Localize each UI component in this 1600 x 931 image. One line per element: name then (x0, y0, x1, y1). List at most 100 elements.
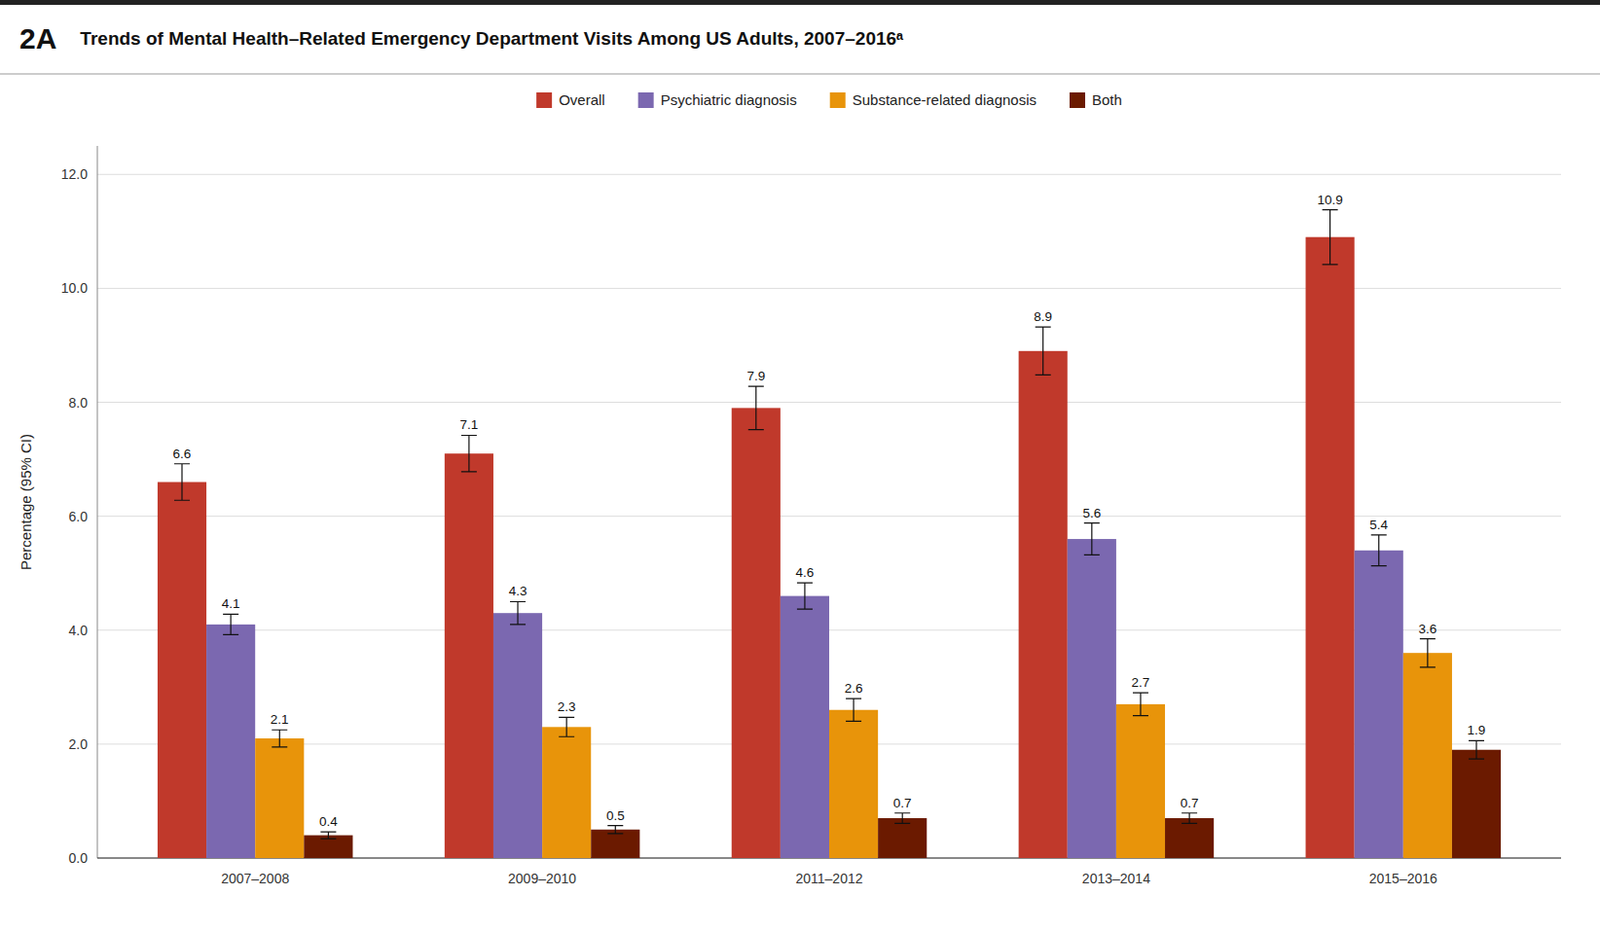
bar (493, 613, 543, 859)
bar (829, 710, 878, 859)
data-label: 10.9 (1316, 192, 1343, 208)
bar (1354, 550, 1404, 859)
data-label: 4.3 (509, 583, 528, 599)
error-bar (1132, 692, 1149, 716)
y-tick-label: 10.0 (61, 280, 88, 296)
data-label: 0.7 (893, 796, 912, 811)
x-tick-label: 2013–2014 (1082, 871, 1151, 887)
data-label: 7.9 (746, 368, 765, 384)
legend-item: Both (1069, 91, 1123, 109)
top-rule (0, 0, 1600, 5)
header-separator (0, 73, 1600, 75)
bar (206, 624, 255, 859)
error-bar (1468, 740, 1485, 760)
x-tick-label: 2015–2016 (1369, 871, 1438, 887)
error-bar (222, 614, 239, 635)
error-bar (1084, 523, 1100, 556)
title: Trends of Mental Health–Related Emergenc… (79, 28, 905, 49)
bar (444, 453, 494, 859)
series-bars (254, 639, 1453, 859)
legend-item: Overall (536, 91, 606, 109)
data-label: 0.7 (1180, 796, 1200, 811)
grid-line (97, 174, 1562, 176)
error-bar (320, 832, 336, 839)
x-tick-label: 2007–2008 (220, 871, 290, 887)
series-bars (303, 740, 1501, 859)
y-tick-label: 0.0 (69, 850, 89, 867)
bar (731, 407, 781, 859)
error-bar (174, 464, 190, 501)
data-label: 8.9 (1033, 309, 1053, 325)
series-bars (206, 523, 1404, 859)
legend-item: Psychiatric diagnosis (638, 91, 798, 109)
error-bar (1322, 210, 1339, 265)
data-label: 6.6 (173, 446, 192, 462)
bar (1067, 539, 1117, 859)
error-bar (271, 729, 288, 748)
data-label: 3.6 (1418, 621, 1437, 637)
y-tick-label: 2.0 (69, 736, 89, 753)
data-label: 2.1 (270, 712, 290, 728)
y-axis-label: Percentage (95% CI) (17, 434, 35, 571)
bar (157, 482, 207, 859)
error-bar (1035, 327, 1052, 375)
y-tick-label: 6.0 (69, 509, 89, 525)
bar (1116, 704, 1165, 859)
legend-item: Substance-related diagnosis (830, 91, 1037, 109)
error-bar (1419, 639, 1436, 668)
bar (1164, 818, 1214, 859)
data-label: 0.4 (319, 814, 338, 830)
legend-label: Substance-related diagnosis (852, 91, 1037, 109)
legend-label: Both (1091, 91, 1123, 109)
bar (877, 818, 927, 859)
legend-swatch (1069, 92, 1086, 109)
y-axis-line (97, 145, 99, 859)
legend-swatch (536, 92, 552, 109)
legend-swatch (830, 92, 846, 109)
legend-label: Overall (558, 91, 606, 109)
bar (1452, 750, 1501, 859)
error-bar (748, 386, 764, 431)
data-label: 5.4 (1369, 517, 1388, 533)
bar (542, 727, 591, 859)
panel-label: 2A (19, 22, 57, 55)
data-label: 4.6 (796, 565, 815, 581)
error-bar (845, 698, 862, 722)
data-label: 2.3 (557, 699, 577, 715)
y-tick-label: 12.0 (61, 166, 88, 182)
data-label: 2.6 (844, 681, 864, 696)
y-tick-label: 4.0 (69, 622, 89, 639)
data-labels: 6.6 7.1 7.9 8.9 10.9 4.1 4.3 4.6 5.6 5.4 2.1 2.3 2.6… (173, 192, 1487, 830)
legend: Overall Psychiatric diagnosis Substance-re… (536, 91, 1123, 109)
error-bar (1181, 813, 1198, 825)
x-tick-label: 2009–2010 (508, 871, 577, 887)
bar (1018, 351, 1068, 859)
header: 2A Trends of Mental Health–Related Emerge… (0, 0, 1600, 74)
bar (1403, 653, 1453, 859)
series-bars (157, 210, 1355, 859)
data-label: 2.7 (1131, 675, 1151, 691)
error-bar (558, 717, 575, 737)
axes: 0.0 2.0 4.0 6.0 8.0 10.0 12.0 Percentage (95% C… (17, 145, 1562, 887)
error-bar (461, 435, 477, 472)
error-bar (509, 601, 526, 624)
data-label: 4.1 (221, 596, 241, 612)
bar (780, 596, 830, 859)
data-label: 5.6 (1082, 506, 1101, 521)
data-label: 1.9 (1467, 723, 1487, 738)
x-tick-label: 2011–2012 (795, 871, 863, 887)
legend-label: Psychiatric diagnosis (660, 91, 798, 109)
error-bar (894, 813, 910, 825)
bar (1306, 237, 1355, 859)
chart-svg: 2A Trends of Mental Health–Related Emerge… (0, 0, 1600, 931)
legend-swatch (638, 92, 655, 109)
error-bar (607, 826, 623, 835)
error-bar (1371, 535, 1387, 567)
data-label: 0.5 (606, 808, 625, 824)
data-label: 7.1 (460, 417, 479, 433)
chart-container: 2A Trends of Mental Health–Related Emerge… (0, 0, 1600, 931)
error-bar (797, 582, 813, 610)
plot-marks (157, 210, 1501, 859)
y-tick-label: 8.0 (69, 395, 89, 411)
bar (254, 738, 304, 859)
